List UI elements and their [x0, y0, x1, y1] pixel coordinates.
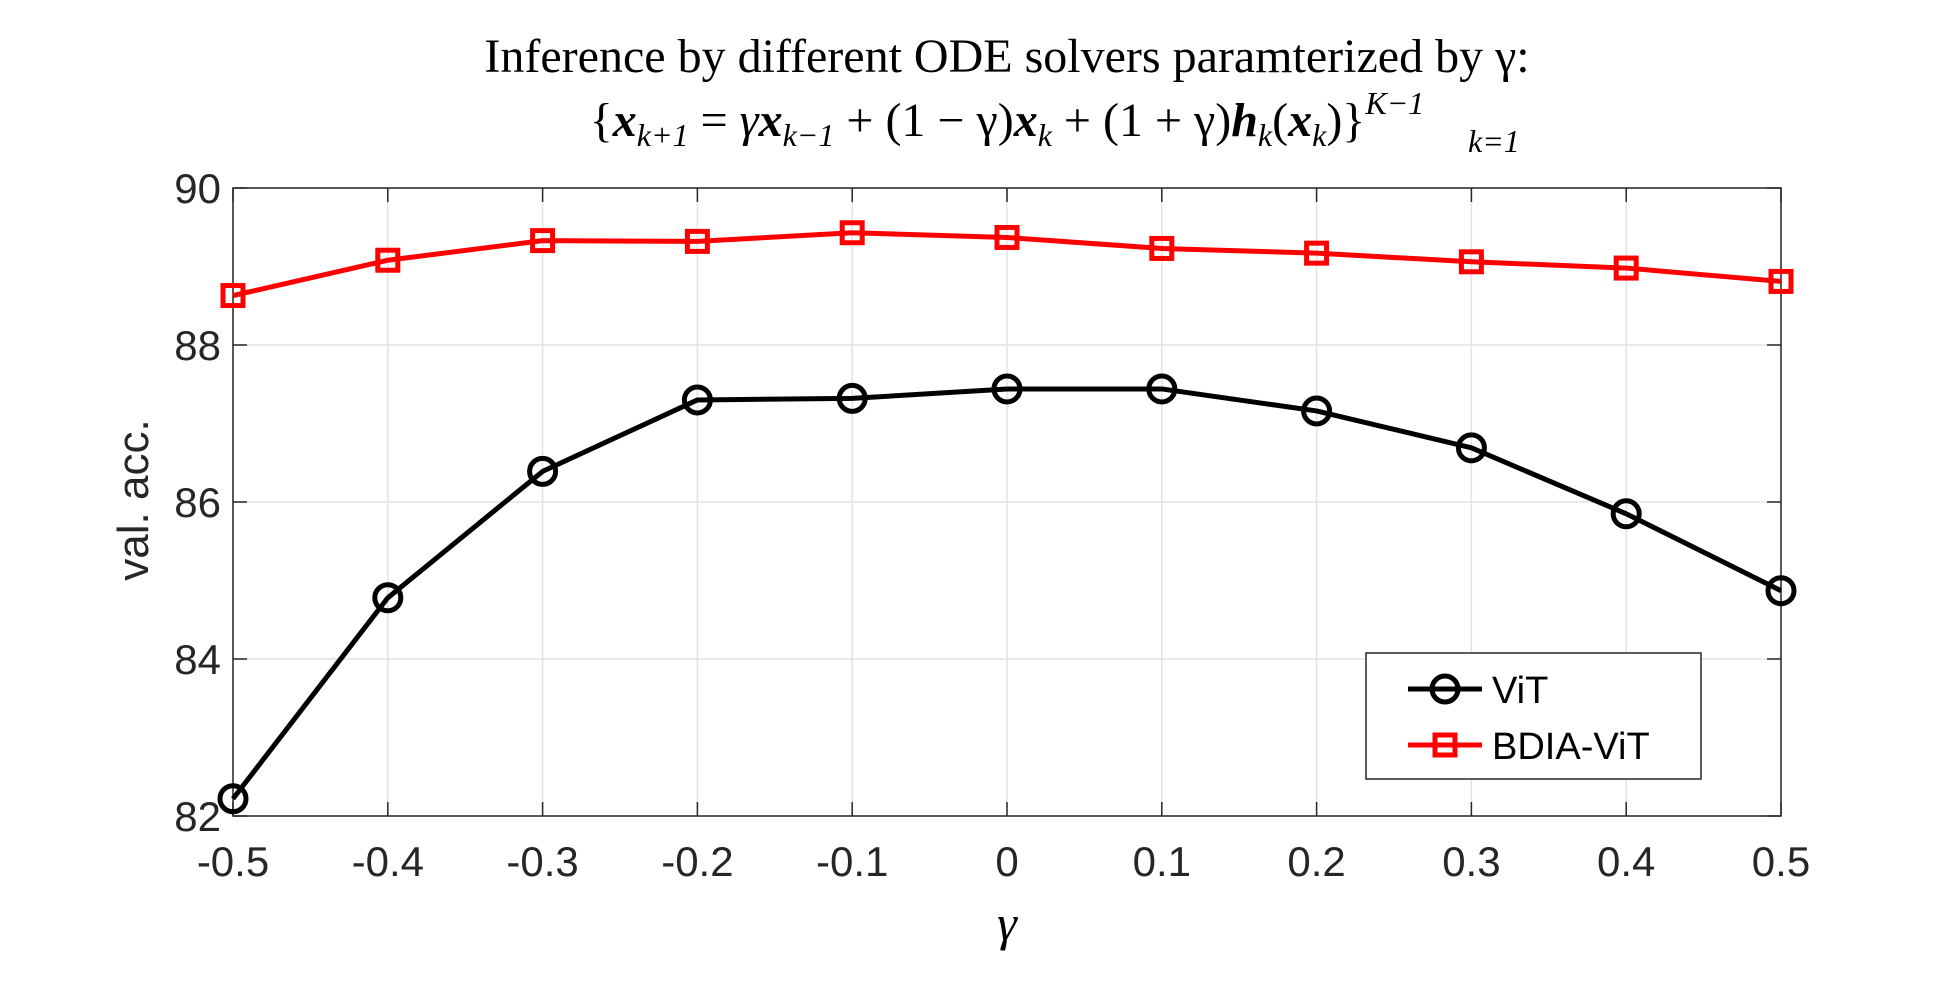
y-tick-label: 88	[174, 322, 221, 369]
x-axis-label: γ	[997, 895, 1018, 951]
data-point-bdia-vit	[220, 283, 246, 309]
y-tick-label: 86	[174, 479, 221, 526]
legend-label-vit: ViT	[1492, 670, 1548, 712]
data-point-bdia-vit	[375, 247, 401, 273]
data-point-vit	[372, 582, 404, 614]
x-tick-label: 0.5	[1752, 838, 1810, 885]
eq-sup-upper: K−1	[1364, 85, 1424, 121]
series-vit	[217, 373, 1797, 815]
eq-x: x	[1013, 94, 1038, 147]
x-tick-label: -0.3	[506, 838, 578, 885]
data-point-bdia-vit	[1149, 235, 1175, 261]
eq-rparen: )	[1326, 94, 1342, 147]
eq-sub-k: k	[1312, 117, 1327, 153]
y-tick-label: 82	[174, 793, 221, 840]
data-point-bdia-vit	[1304, 240, 1330, 266]
y-tick-label: 84	[174, 636, 221, 683]
x-tick-label: -0.2	[661, 838, 733, 885]
data-point-vit	[991, 373, 1023, 405]
x-tick-label: 0.2	[1287, 838, 1345, 885]
x-tick-label: -0.5	[197, 838, 269, 885]
eq-sub-k: k	[1258, 117, 1273, 153]
x-tick-label: 0.1	[1133, 838, 1191, 885]
eq-plus: +	[1052, 94, 1103, 147]
eq-open-brace: {	[590, 94, 613, 147]
series-line-bdia-vit	[232, 230, 1782, 298]
y-tick-label: 90	[174, 165, 221, 212]
data-point-vit	[1455, 432, 1487, 464]
legend: ViT BDIA-ViT	[1365, 652, 1702, 780]
x-tick-label: 0.4	[1597, 838, 1655, 885]
x-tick-label: -0.1	[816, 838, 888, 885]
y-tick-labels: 82 84 86 88 90	[174, 165, 221, 840]
eq-sub-k-plus-1: k+1	[637, 117, 689, 153]
series-group	[217, 220, 1797, 815]
x-tick-label: 0.3	[1442, 838, 1500, 885]
data-point-vit	[681, 384, 713, 416]
eq-h: h	[1231, 94, 1258, 147]
eq-sub-k-minus-1: k−1	[783, 117, 835, 153]
data-point-vit	[836, 382, 868, 414]
legend-label-bdia-vit: BDIA-ViT	[1492, 726, 1650, 768]
eq-x: x	[758, 94, 783, 147]
data-point-bdia-vit	[839, 220, 865, 246]
data-point-bdia-vit	[530, 228, 556, 254]
eq-x: x	[1287, 94, 1312, 147]
data-point-vit	[1765, 575, 1797, 607]
data-point-vit	[217, 783, 249, 815]
eq-close-brace: }	[1342, 94, 1365, 147]
data-point-bdia-vit	[684, 228, 710, 254]
legend-box	[1365, 652, 1702, 780]
eq-x: x	[612, 94, 637, 147]
data-point-bdia-vit	[994, 224, 1020, 250]
legend-marker-vit-circle	[1429, 673, 1461, 705]
data-point-bdia-vit	[1613, 255, 1639, 281]
legend-marker-bdia-vit-square	[1432, 732, 1458, 758]
data-point-bdia-vit	[1768, 268, 1794, 294]
eq-sub-k: k	[1038, 117, 1053, 153]
data-point-bdia-vit	[1458, 249, 1484, 275]
x-tick-labels: -0.5 -0.4 -0.3 -0.2 -0.1 0 0.1 0.2 0.3 0.4 0.5	[197, 838, 1810, 885]
chart-title: Inference by different ODE solvers param…	[484, 30, 1529, 83]
eq-one-plus-gamma: (1 + γ)	[1103, 94, 1231, 147]
series-line-vit	[231, 386, 1783, 801]
x-tick-label: -0.4	[352, 838, 424, 885]
chart-subtitle-equation: {xk+1 = γxk−1 + (1 − γ)xk + (1 + γ)hk(xk…	[590, 85, 1425, 153]
eq-plus: +	[834, 94, 885, 147]
data-point-vit	[527, 455, 559, 487]
eq-gamma: γ	[740, 94, 760, 147]
data-point-vit	[1301, 395, 1333, 427]
eq-equals: =	[689, 94, 740, 147]
eq-one-minus-gamma: (1 − γ)	[885, 94, 1013, 147]
eq-lparen: (	[1272, 94, 1288, 147]
eq-sub-lower: k=1	[1468, 123, 1520, 159]
series-bdia-vit	[220, 220, 1794, 309]
y-axis-label: val. acc.	[109, 419, 158, 580]
x-tick-label: 0	[995, 838, 1018, 885]
data-point-vit	[1146, 373, 1178, 405]
data-point-vit	[1610, 498, 1642, 530]
